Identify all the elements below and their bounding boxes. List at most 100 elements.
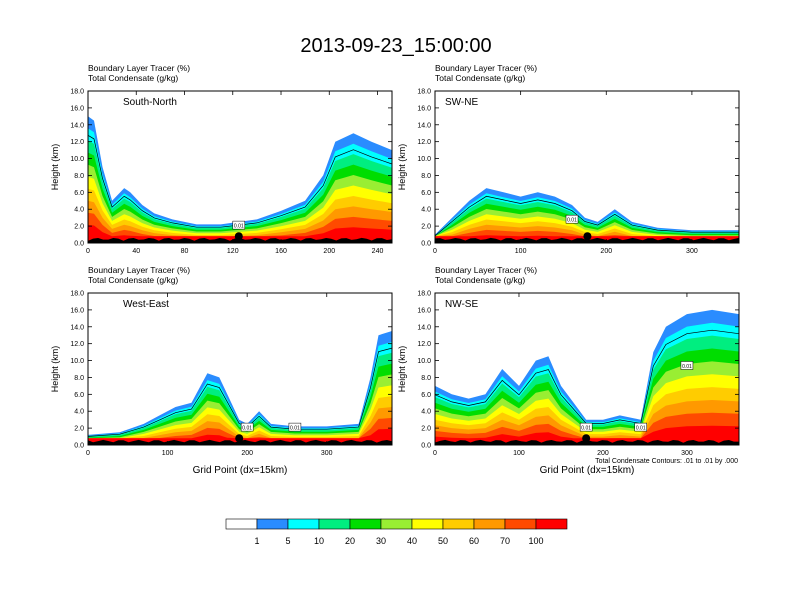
y-axis-label: Height (km)	[50, 144, 60, 191]
x-tick-label: 120	[227, 248, 239, 255]
y-tick-label: 18.0	[417, 89, 431, 96]
colorbar-swatch	[473, 518, 506, 530]
colorbar-label: 5	[285, 536, 290, 546]
colorbar-swatch	[225, 518, 258, 530]
y-tick-label: 8.0	[421, 173, 431, 180]
colorbar-label: 1	[254, 536, 259, 546]
contour-label-box	[288, 422, 302, 432]
x-tick-label: 300	[681, 450, 693, 457]
panel-label: NW-SE	[445, 299, 478, 310]
x-axis-label: Grid Point (dx=15km)	[193, 465, 288, 476]
y-tick-label: 4.0	[421, 409, 431, 416]
y-tick-label: 2.0	[421, 224, 431, 231]
colorbar-label: 30	[376, 536, 386, 546]
location-marker	[235, 434, 244, 443]
y-tick-label: 6.0	[74, 392, 84, 399]
panel-label: South-North	[123, 97, 177, 108]
y-axis-label: Height (km)	[397, 144, 407, 191]
y-tick-label: 6.0	[74, 190, 84, 197]
y-tick-label: 12.0	[417, 341, 431, 348]
variable-title-tracer: Boundary Layer Tracer (%)	[435, 265, 537, 275]
contour-label-box	[634, 422, 647, 432]
colorbar-label: 70	[500, 536, 510, 546]
x-tick-label: 300	[321, 450, 333, 457]
colorbar-swatch	[380, 518, 413, 530]
location-marker	[234, 232, 243, 241]
x-axis-label: Grid Point (dx=15km)	[540, 465, 635, 476]
colorbar-swatch	[411, 518, 444, 530]
colorbar-swatch	[535, 518, 568, 530]
y-tick-label: 2.0	[421, 426, 431, 433]
variable-title-tracer: Boundary Layer Tracer (%)	[435, 63, 537, 73]
y-tick-label: 12.0	[70, 139, 84, 146]
tracer-level-10	[435, 425, 739, 445]
y-tick-label: 2.0	[74, 224, 84, 231]
x-tick-label: 80	[181, 248, 189, 255]
contour-label-box	[232, 220, 246, 230]
contour-label: 0.01	[682, 364, 692, 370]
y-tick-label: 16.0	[70, 105, 84, 112]
x-tick-label: 0	[433, 248, 437, 255]
plot-frame	[87, 292, 393, 446]
colorbar-label: 60	[469, 536, 479, 546]
x-tick-label: 100	[162, 450, 174, 457]
colorbar-swatch	[504, 518, 537, 530]
panel-sw-ne: 0.01 0.0 2.0 4.0 6.0 8.0 10.0 12.0 14.0 16.0 18.0 0…	[397, 63, 740, 255]
y-tick-label: 16.0	[70, 307, 84, 314]
y-tick-label: 18.0	[70, 89, 84, 96]
tracer-level-3	[88, 352, 392, 445]
x-tick-label: 300	[686, 248, 698, 255]
colorbar-label: 40	[407, 536, 417, 546]
x-tick-label: 100	[515, 248, 527, 255]
y-tick-label: 10.0	[417, 358, 431, 365]
contour-label: 0.01	[581, 426, 591, 432]
colorbar-swatch	[318, 518, 351, 530]
y-tick-label: 8.0	[74, 173, 84, 180]
colorbar-label: 20	[345, 536, 355, 546]
x-tick-label: 100	[513, 450, 525, 457]
contour-label: 0.01	[567, 218, 577, 224]
x-tick-label: 0	[86, 248, 90, 255]
y-tick-label: 14.0	[417, 122, 431, 129]
colorbar-swatch	[287, 518, 320, 530]
contour-label: 0.01	[234, 224, 244, 230]
panels: 0.010.02.04.06.08.010.012.014.016.018.00…	[50, 63, 740, 476]
x-tick-label: 200	[597, 450, 609, 457]
y-tick-label: 0.0	[421, 241, 431, 248]
condensate-contour	[435, 329, 739, 424]
y-tick-label: 18.0	[70, 291, 84, 298]
contour-label-box	[565, 214, 579, 224]
tracer-level-8	[88, 407, 392, 445]
terrain	[435, 237, 739, 243]
tracer-level-5	[88, 374, 392, 445]
plot-frame	[434, 292, 740, 446]
contour-label-box	[680, 361, 694, 370]
x-tick-label: 200	[600, 248, 612, 255]
y-tick-label: 8.0	[74, 375, 84, 382]
y-tick-label: 14.0	[417, 324, 431, 331]
x-tick-label: 40	[132, 248, 140, 255]
x-tick-label: 0	[433, 450, 437, 457]
panel-label: West-East	[123, 299, 169, 310]
panel-west-east: 0.01 0.01 0.0 2.0 4.0 6.0 8.0 10.0 12.0 14.0 16.0 1…	[50, 265, 393, 476]
variable-title-condensate: Total Condensate (g/kg)	[435, 275, 525, 285]
contour-label-box	[240, 422, 254, 432]
terrain	[435, 439, 739, 445]
y-tick-label: 10.0	[417, 156, 431, 163]
contour-label: 0.01	[242, 426, 252, 432]
colorbar-label: 100	[528, 536, 543, 546]
y-tick-label: 16.0	[417, 307, 431, 314]
y-tick-label: 8.0	[421, 375, 431, 382]
colorbar-legend: 1 5 10 20 30 40 50 60 70 100	[225, 518, 568, 546]
y-tick-label: 12.0	[70, 341, 84, 348]
tracer-level-10	[88, 224, 392, 243]
variable-title-condensate: Total Condensate (g/kg)	[88, 275, 178, 285]
x-tick-label: 240	[372, 248, 384, 255]
tracer-field	[435, 309, 739, 445]
y-tick-label: 2.0	[74, 426, 84, 433]
variable-title-tracer: Boundary Layer Tracer (%)	[88, 63, 190, 73]
figure-title: 2013-09-23_15:00:00	[300, 35, 491, 57]
terrain	[88, 439, 392, 445]
tracer-field	[88, 116, 392, 243]
colorbar-label: 50	[438, 536, 448, 546]
